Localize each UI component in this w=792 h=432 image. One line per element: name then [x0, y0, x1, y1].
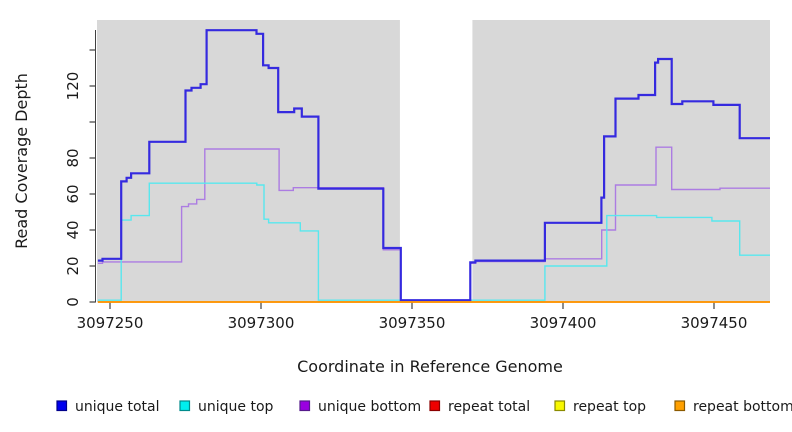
y-tick-label: 40	[64, 220, 82, 239]
legend-swatch-unique-top	[179, 400, 191, 412]
series-line-unique-top	[97, 182, 770, 301]
x-axis-label: Coordinate in Reference Genome	[297, 357, 563, 376]
series-line-unique-total	[97, 29, 770, 302]
legend-item: unique top	[179, 399, 274, 415]
axis-ticks-layer	[89, 30, 715, 309]
y-tick-label: 60	[64, 184, 82, 203]
legend-swatch-repeat-bottom	[674, 400, 686, 412]
legend-swatch-repeat-total	[429, 400, 441, 412]
x-tick-label: 3097350	[379, 314, 446, 332]
legend-label: repeat total	[448, 399, 530, 415]
x-tick-label: 3097400	[530, 314, 597, 332]
y-tick-label: 0	[64, 297, 82, 307]
masked-gap-region	[399, 20, 473, 302]
x-tick-label: 3097250	[77, 314, 144, 332]
legend-item: repeat total	[429, 399, 530, 415]
legend-swatch-repeat-top	[554, 400, 566, 412]
legend-item: repeat top	[554, 399, 646, 415]
legend-item: unique bottom	[299, 399, 421, 415]
legend-swatch-unique-bottom	[299, 400, 311, 412]
y-tick-label: 20	[64, 256, 82, 275]
y-tick-label: 120	[64, 72, 82, 101]
legend-label: unique total	[75, 399, 159, 415]
y-tick-label: 80	[64, 148, 82, 167]
legend: unique total unique top unique bottom re…	[56, 399, 792, 415]
legend-label: unique bottom	[318, 399, 421, 415]
tick-labels-layer: 3097250 3097300 3097350 3097400 3097450 0 20 40…	[64, 72, 747, 332]
legend-label: repeat bottom	[693, 399, 792, 415]
x-tick-label: 3097450	[681, 314, 748, 332]
x-tick-label: 3097300	[228, 314, 295, 332]
y-axis-label: Read Coverage Depth	[12, 73, 31, 249]
legend-swatch-unique-total	[56, 400, 68, 412]
legend-item: unique total	[56, 399, 159, 415]
legend-label: unique top	[198, 399, 274, 415]
series-lines-layer	[97, 29, 770, 303]
legend-label: repeat top	[573, 399, 646, 415]
plot-background-layer	[97, 20, 770, 302]
legend-item: repeat bottom	[674, 399, 792, 415]
